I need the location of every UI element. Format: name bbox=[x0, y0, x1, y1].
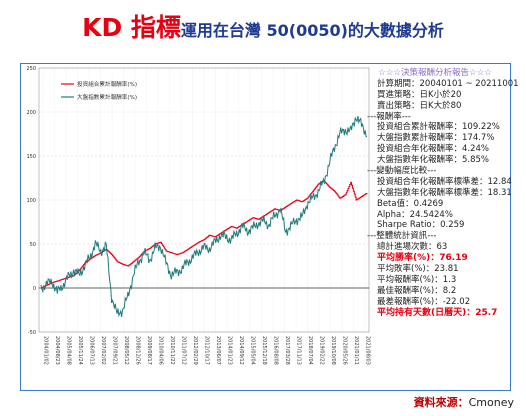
x-tick-label: 2008/12/26 bbox=[135, 336, 141, 365]
y-tick-label: 100 bbox=[26, 198, 36, 204]
report-header: ☆☆☆決策報酬分析報告☆☆☆ bbox=[378, 68, 492, 78]
report-row: 平均敗率(%)：23.81 bbox=[377, 264, 459, 275]
report-row: 平均勝率(%)：76.19 bbox=[377, 253, 468, 264]
x-tick-label: 2011/07/12 bbox=[181, 336, 187, 365]
y-tick-label: 0 bbox=[33, 286, 36, 292]
plot-area bbox=[38, 67, 370, 333]
x-tick-label: 2007/02/02 bbox=[100, 336, 106, 365]
report-row: 投資組合年化報酬率標準差：12.84 bbox=[377, 176, 512, 187]
report-row: 最佳報酬率(%)：8.2 bbox=[377, 285, 457, 296]
x-tick-label: 2012/10/17 bbox=[204, 336, 210, 365]
report-row: 賣出策略：日K大於80 bbox=[377, 100, 462, 111]
report-row: 投資組合年化報酬率：4.24% bbox=[377, 144, 490, 155]
x-tick-label: 2004/08/23 bbox=[54, 336, 60, 365]
x-tick-label: 2004/01/02 bbox=[43, 336, 49, 365]
x-tick-label: 2013/06/07 bbox=[215, 336, 221, 365]
x-tick-label: 2010/04/06 bbox=[158, 336, 164, 365]
legend-label-portfolio: 投資組合累計報酬率(%) bbox=[77, 80, 137, 88]
x-tick-label: 2005/04/08 bbox=[66, 336, 72, 365]
series-line-index bbox=[40, 116, 368, 318]
y-tick-label: -50 bbox=[28, 330, 36, 336]
report-row: 總計進場次數：63 bbox=[377, 242, 448, 253]
x-tick-label: 2019/10/08 bbox=[330, 336, 336, 365]
title-sub: 運用在台灣 50(0050)的大數據分析 bbox=[180, 21, 444, 40]
x-tick-label: 2017/03/28 bbox=[284, 336, 290, 365]
report-row: 大盤指數年化報酬率：5.85% bbox=[377, 155, 490, 166]
series-line-portfolio bbox=[41, 180, 368, 289]
report-row: 最差報酬率(%)：-22.02 bbox=[377, 296, 471, 307]
report-panel: ☆☆☆決策報酬分析報告☆☆☆ 計算期間：20040101 ~ 20211001 買… bbox=[365, 68, 519, 319]
x-tick-label: 2017/11/13 bbox=[296, 336, 302, 365]
x-tick-label: 2014/01/23 bbox=[227, 336, 233, 365]
report-row: Sharpe Ratio：0.259 bbox=[377, 220, 465, 231]
performance-chart: -50 0 50 100 150 200 250 2004/01/02 2004/08/23 20… bbox=[26, 66, 370, 365]
report-row: Alpha：24.5424% bbox=[377, 209, 453, 220]
chart-legend: 投資組合累計報酬率(%) 大盤指數累計報酬率(%) bbox=[61, 80, 137, 101]
legend-label-index: 大盤指數累計報酬率(%) bbox=[77, 93, 137, 101]
source-name: Cmoney bbox=[468, 396, 514, 409]
y-tick-label: 250 bbox=[26, 66, 36, 72]
x-tick-label: 2021/01/11 bbox=[353, 336, 359, 365]
axes: -50 0 50 100 150 200 250 2004/01/02 2004/08/23 20… bbox=[26, 66, 370, 365]
report-row: 大盤指數累計報酬率：174.7% bbox=[377, 133, 495, 144]
x-tick-label: 2012/02/29 bbox=[192, 336, 198, 365]
x-tick-label: 2009/08/17 bbox=[146, 336, 152, 365]
report-row: ---報酬率--- bbox=[367, 111, 411, 122]
report-row: 平均持有天數(日曆天)：25.7 bbox=[377, 307, 498, 318]
x-tick-label: 2007/09/21 bbox=[112, 336, 118, 365]
report-row: 買進策略：日K小於20 bbox=[377, 89, 462, 100]
x-tick-label: 2015/05/04 bbox=[250, 336, 256, 365]
source-label: 資料來源： bbox=[413, 396, 469, 409]
x-tick-label: 2021/08/03 bbox=[365, 336, 371, 365]
x-tick-label: 2010/11/22 bbox=[169, 336, 175, 365]
x-tick-label: 2015/12/18 bbox=[261, 336, 267, 365]
chart-frame: -50 0 50 100 150 200 250 2004/01/02 2004/08/23 20… bbox=[20, 63, 519, 391]
report-row: 計算期間：20040101 ~ 20211001 bbox=[377, 78, 519, 89]
series-lines bbox=[40, 116, 368, 318]
x-tick-label: 2006/07/13 bbox=[89, 336, 95, 365]
gridlines bbox=[39, 67, 369, 333]
report-row: ---整體統計資訊--- bbox=[367, 231, 437, 242]
x-tick-label: 2014/09/12 bbox=[238, 336, 244, 365]
x-tick-label: 2018/07/04 bbox=[307, 336, 313, 365]
x-tick-label: 2005/11/24 bbox=[77, 336, 83, 365]
x-tick-label: 2020/05/26 bbox=[342, 336, 348, 365]
page-title: KD 指標運用在台灣 50(0050)的大數據分析 bbox=[0, 8, 526, 44]
report-row: 大盤指數年化報酬率標準差：18.31 bbox=[377, 187, 512, 198]
report-row: Beta值：0.4269 bbox=[377, 198, 444, 209]
report-row: 平均報酬率(%)：1.3 bbox=[377, 274, 457, 285]
x-tick-label: 2016/08/08 bbox=[273, 336, 279, 365]
report-row: ---變動幅度比較--- bbox=[367, 166, 437, 177]
y-tick-label: 200 bbox=[26, 110, 36, 116]
report-row: 投資組合累計報酬率：109.22% bbox=[377, 122, 500, 133]
report-rows: 計算期間：20040101 ~ 20211001 買進策略：日K小於20 賣出策略：… bbox=[365, 78, 519, 319]
x-tick-label: 2008/05/12 bbox=[123, 336, 129, 365]
data-source: 資料來源：Cmoney bbox=[414, 394, 514, 410]
x-tick-label: 2019/02/22 bbox=[319, 336, 325, 365]
y-tick-label: 50 bbox=[30, 242, 36, 248]
title-main: KD 指標 bbox=[82, 13, 181, 42]
y-tick-label: 150 bbox=[26, 154, 36, 160]
